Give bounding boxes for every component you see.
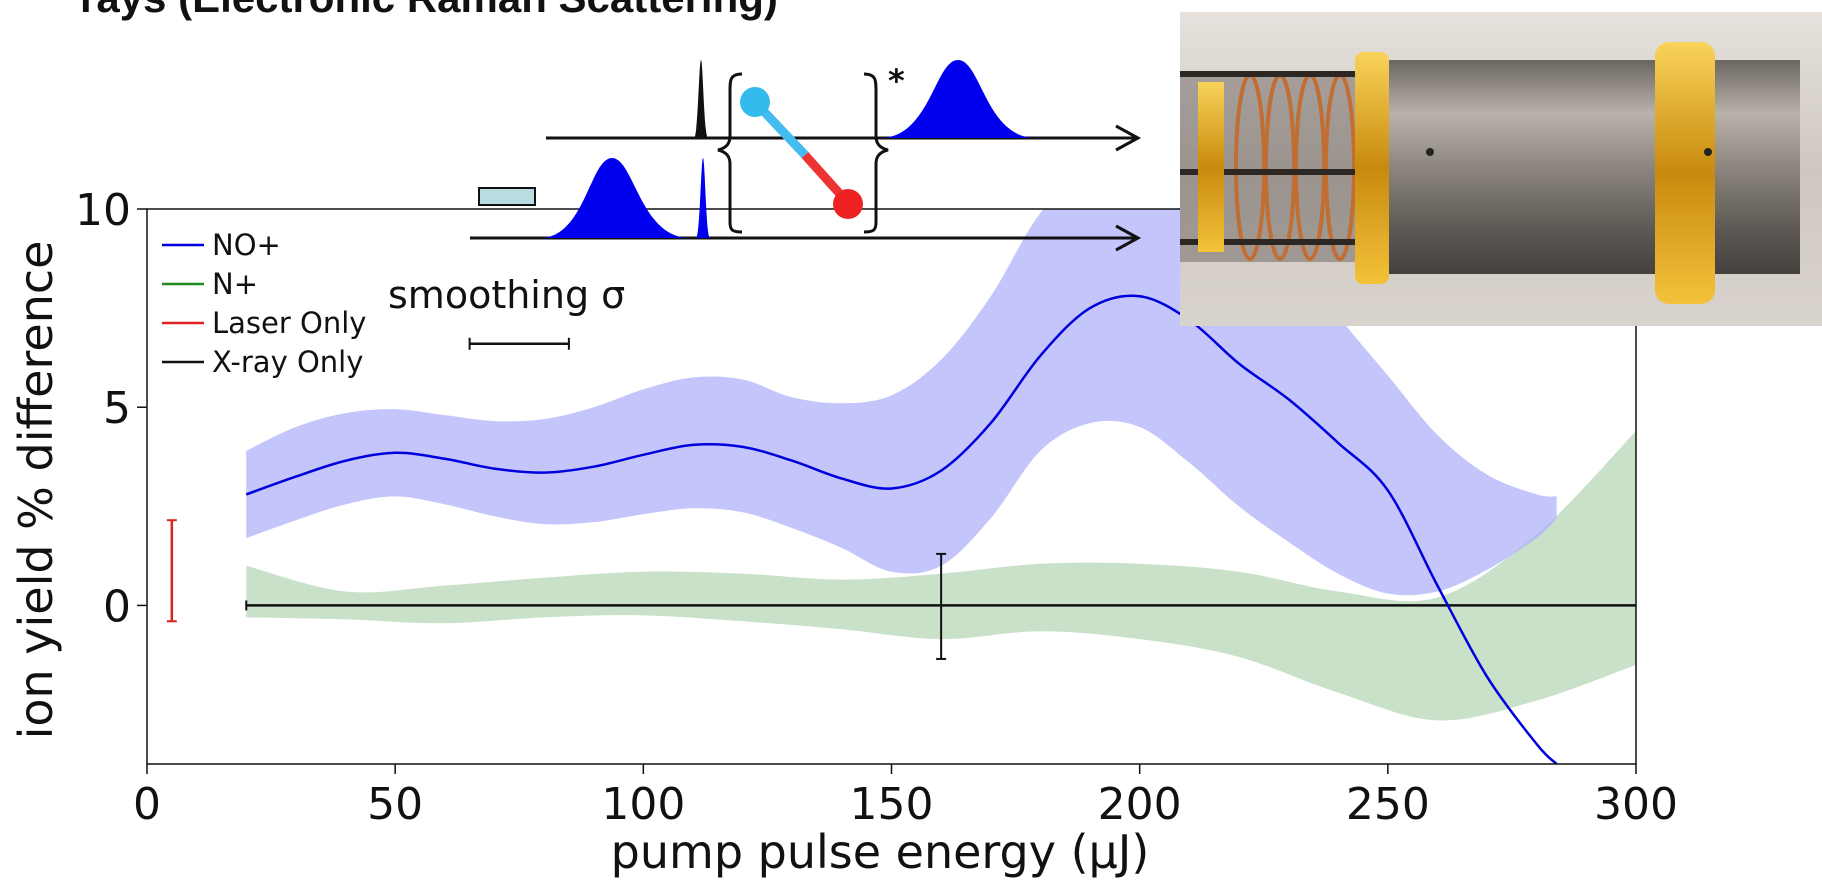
xray-pulse-lower [696,158,710,238]
ticks-layer: 0 50 100 150 200 250 300 0 5 10 [75,185,1678,830]
legend-label: Laser Only [212,306,366,340]
y-tick-label: 5 [103,383,131,434]
legend-label: X-ray Only [212,345,363,379]
y-axis-label: ion yield % difference [9,241,63,740]
legend-label: N+ [212,267,258,301]
x-tick-label: 50 [367,779,423,830]
x-tick-label: 300 [1594,779,1678,830]
lower-arrow-head [1115,224,1142,252]
apparatus-illustration [1180,42,1800,304]
apparatus-photo [1180,12,1822,326]
upper-arrow-head [1115,124,1142,152]
y-tick-label: 10 [75,185,131,236]
figure-title: rays (Electronic Raman Scattering) [80,0,778,22]
pulse-diagram: * [470,60,1142,252]
pulse-upper-blue [880,60,1036,138]
smoothing-label: smoothing σ [388,273,625,317]
no-plus-line [245,294,1558,764]
x-tick-label: 0 [133,779,161,830]
x-tick-label: 150 [850,779,934,830]
excited-asterisk: * [888,62,905,100]
x-tick-label: 250 [1346,779,1430,830]
smoothing-annotation: smoothing σ [388,273,625,350]
x-tick-label: 200 [1098,779,1182,830]
pump-pulse-lower [540,158,690,238]
right-brace [863,72,889,234]
filter-box [478,187,536,206]
x-tick-label: 100 [601,779,685,830]
legend-label: NO+ [212,228,281,262]
lines-layer [166,294,1636,764]
legend: NO+ N+ Laser Only X-ray Only [162,228,366,379]
oxygen-atom [833,189,863,219]
nitrogen-atom [740,87,770,117]
xray-pulse-black [694,60,708,138]
left-brace [717,72,743,234]
y-tick-label: 0 [103,581,131,632]
x-axis-label: pump pulse energy (μJ) [611,825,1150,879]
